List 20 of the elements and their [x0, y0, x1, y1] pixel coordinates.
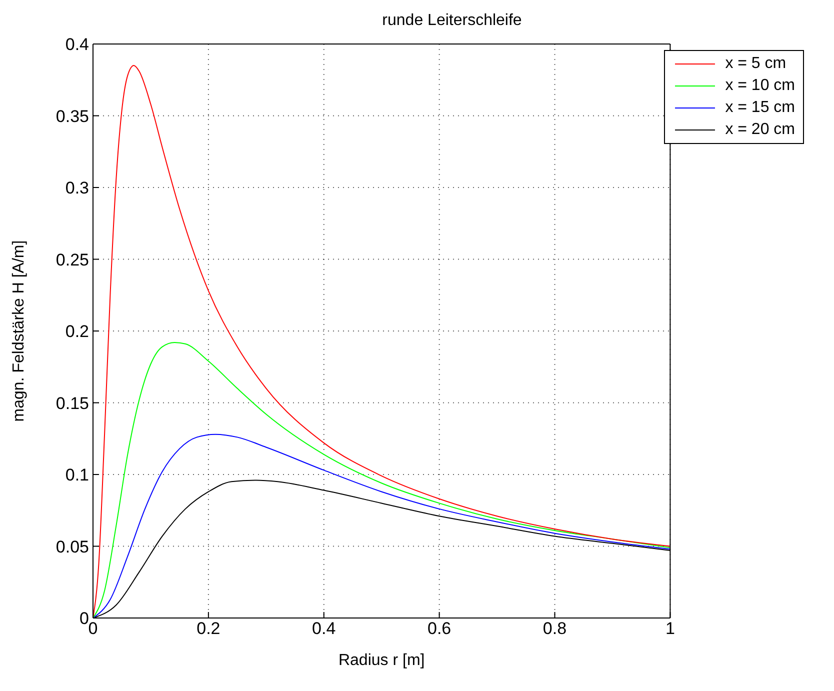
y-tick-label: 0.2	[65, 322, 89, 342]
x-tick-label: 0.2	[196, 619, 220, 638]
y-tick-label: 0.35	[56, 106, 89, 126]
legend-label: x = 10 cm	[725, 76, 795, 96]
x-tick-label: 0.6	[427, 619, 452, 638]
y-tick-label: 0.4	[65, 35, 89, 54]
y-axis-title: magn. Feldstärke H [A/m]	[10, 240, 28, 422]
chart-title: runde Leiterschleife	[381, 12, 523, 30]
legend-label: x = 15 cm	[725, 98, 795, 118]
y-tick-label: 0.25	[56, 250, 89, 270]
y-tick-label: 0.3	[65, 178, 89, 198]
x-tick-label: 0.8	[542, 619, 567, 638]
y-tick-label: 0.1	[65, 466, 89, 485]
y-tick-label: 0.05	[56, 537, 89, 556]
legend-label: x = 5 cm	[725, 54, 786, 74]
x-tick-label: 1	[665, 619, 675, 638]
legend-label: x = 20 cm	[725, 120, 795, 140]
x-axis-title: Radius r [m]	[338, 652, 425, 669]
y-tick-label: 0.15	[56, 394, 89, 413]
x-tick-label: 0.4	[312, 619, 336, 638]
